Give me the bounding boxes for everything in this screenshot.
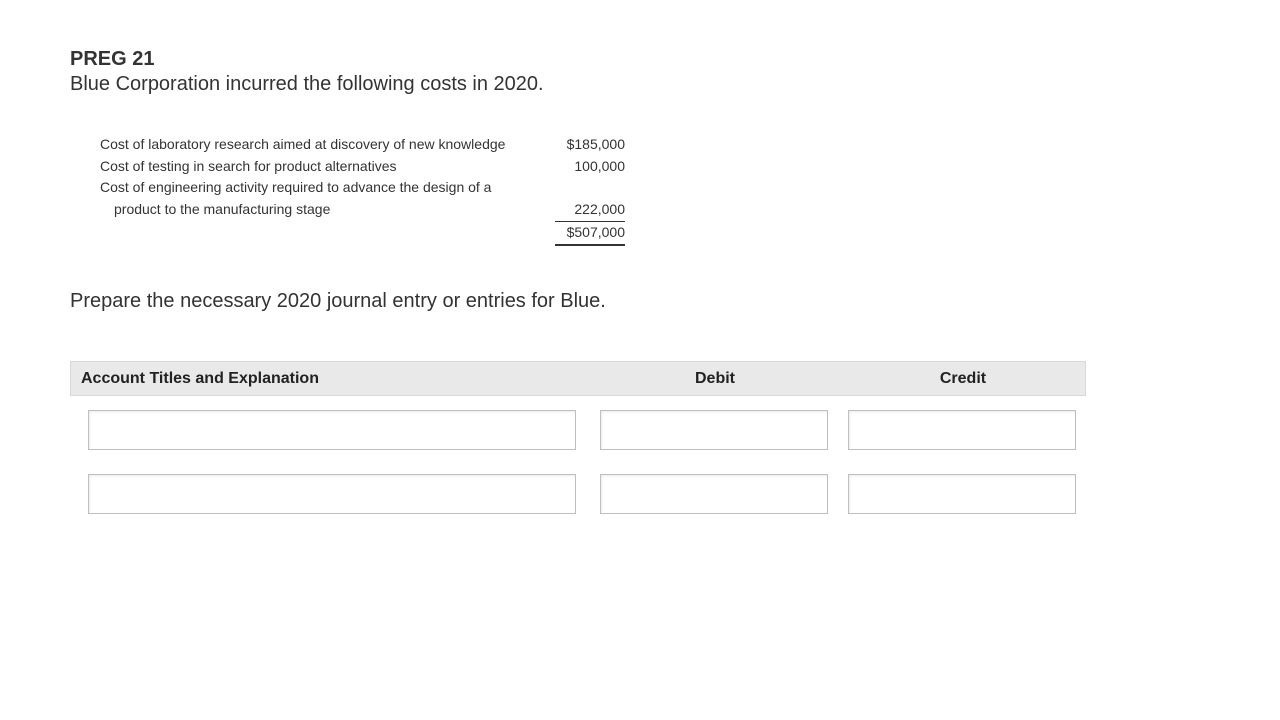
intro-text: Blue Corporation incurred the following … xyxy=(70,73,1210,96)
debit-input[interactable] xyxy=(600,410,828,450)
cost-value: 100,000 xyxy=(555,156,625,178)
cost-row: Cost of testing in search for product al… xyxy=(100,156,1210,178)
debit-cell xyxy=(590,474,838,514)
cost-label: Cost of engineering activity required to… xyxy=(100,177,555,199)
credit-input[interactable] xyxy=(848,410,1076,450)
cost-row: Cost of laboratory research aimed at dis… xyxy=(100,134,1210,156)
cost-value: $185,000 xyxy=(555,134,625,156)
cost-row: Cost of engineering activity required to… xyxy=(100,177,1210,199)
column-header-account: Account Titles and Explanation xyxy=(71,370,591,388)
journal-entry-body xyxy=(70,396,1086,514)
question-number: PREG 21 xyxy=(70,48,1210,71)
cost-list: Cost of laboratory research aimed at dis… xyxy=(100,134,1210,246)
credit-cell xyxy=(838,474,1086,514)
account-input[interactable] xyxy=(88,474,576,514)
account-input[interactable] xyxy=(88,410,576,450)
journal-entry-header: Account Titles and Explanation Debit Cre… xyxy=(70,361,1086,396)
cost-total-value: $507,000 xyxy=(555,222,625,247)
journal-entry-row xyxy=(70,474,1086,514)
journal-entry-table: Account Titles and Explanation Debit Cre… xyxy=(70,361,1086,514)
page-container: PREG 21 Blue Corporation incurred the fo… xyxy=(0,0,1280,514)
column-header-credit: Credit xyxy=(839,370,1087,388)
cost-total-row: $507,000 xyxy=(100,222,1210,247)
cost-label: Cost of testing in search for product al… xyxy=(100,156,555,178)
cost-label: Cost of laboratory research aimed at dis… xyxy=(100,134,555,156)
account-cell xyxy=(70,474,590,514)
debit-input[interactable] xyxy=(600,474,828,514)
credit-input[interactable] xyxy=(848,474,1076,514)
column-header-debit: Debit xyxy=(591,370,839,388)
journal-entry-row xyxy=(70,410,1086,450)
cost-label: product to the manufacturing stage xyxy=(100,199,555,221)
cost-row: product to the manufacturing stage 222,0… xyxy=(100,199,1210,222)
debit-cell xyxy=(590,410,838,450)
cost-value: 222,000 xyxy=(555,199,625,222)
credit-cell xyxy=(838,410,1086,450)
instruction-text: Prepare the necessary 2020 journal entry… xyxy=(70,290,1210,313)
account-cell xyxy=(70,410,590,450)
